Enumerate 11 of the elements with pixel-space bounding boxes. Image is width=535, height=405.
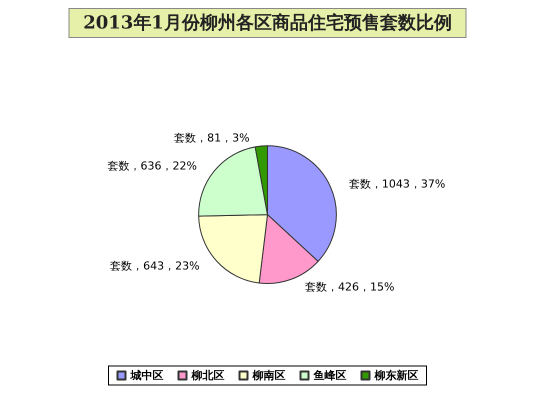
data-label: 套数，426，15% xyxy=(305,280,394,294)
data-label: 套数，1043，37% xyxy=(348,177,446,190)
data-label: 套数，636，22% xyxy=(108,160,197,173)
legend-label: 柳东新区 xyxy=(374,369,418,382)
legend-label: 城中区 xyxy=(130,369,164,382)
legend-label: 柳南区 xyxy=(252,369,286,382)
data-label: 套数，643，23% xyxy=(110,260,200,273)
legend-label: 鱼峰区 xyxy=(312,369,346,382)
chart-title: 2013年1月份柳州各区商品住宅预售套数比例 xyxy=(83,12,452,34)
legend-label: 柳北区 xyxy=(190,369,224,382)
data-label: 套数，81，3% xyxy=(174,132,250,145)
